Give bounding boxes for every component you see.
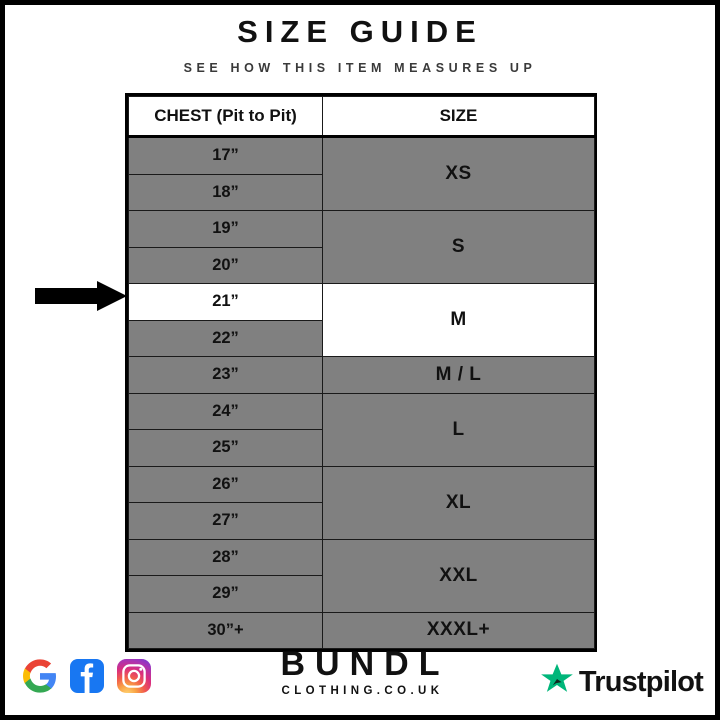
instagram-icon[interactable]: [117, 659, 151, 698]
size-cell: L: [322, 392, 595, 467]
size-table: CHEST (Pit to Pit) SIZE 17” XS 18” 19” S: [128, 96, 595, 649]
table-row: 23” M / L: [128, 356, 595, 394]
size-cell: XXXL+: [322, 611, 595, 649]
measurement-cell: 28”: [128, 538, 323, 576]
table-row: 18”: [128, 173, 595, 211]
table-row-highlighted: 21” M: [128, 283, 595, 357]
table-row: 26” XL: [128, 465, 595, 540]
measurement-cell: 20”: [128, 246, 323, 284]
size-cell: S: [322, 210, 595, 284]
table-header-row: CHEST (Pit to Pit) SIZE: [128, 96, 595, 138]
right-arrow-icon: [35, 281, 127, 311]
table-row: 19” S: [128, 210, 595, 284]
column-header-size: SIZE: [322, 96, 595, 138]
page-subtitle: SEE HOW THIS ITEM MEASURES UP: [183, 61, 537, 75]
table-row: 27”: [128, 502, 595, 540]
size-cell: XL: [322, 465, 595, 540]
size-cell: XS: [322, 136, 595, 211]
measurement-cell: 30”+: [128, 611, 323, 649]
facebook-icon[interactable]: [70, 659, 104, 698]
measurement-cell: 29”: [128, 575, 323, 613]
google-icon[interactable]: [23, 659, 57, 698]
measurement-cell: 22”: [128, 319, 323, 357]
table-row: 28” XXL: [128, 538, 595, 613]
measurement-cell: 18”: [128, 173, 323, 211]
trustpilot-wordmark: Trustpilot: [578, 665, 704, 698]
table-row: 24” L: [128, 392, 595, 467]
measurement-cell: 23”: [128, 356, 323, 394]
measurement-cell: 26”: [128, 465, 323, 503]
table-row: 25”: [128, 429, 595, 467]
column-header-chest: CHEST (Pit to Pit): [128, 96, 323, 138]
measurement-cell: 19”: [128, 210, 323, 248]
size-cell: M / L: [322, 356, 595, 394]
size-table-container: CHEST (Pit to Pit) SIZE 17” XS 18” 19” S: [125, 93, 597, 652]
table-header: CHEST (Pit to Pit) SIZE: [128, 96, 595, 138]
measurement-cell: 25”: [128, 429, 323, 467]
size-cell: XXL: [322, 538, 595, 613]
table-row: 17” XS: [128, 136, 595, 211]
brand-logo: BUNDL CLOTHING.CO.UK: [5, 645, 715, 698]
measurement-cell: 17”: [128, 136, 323, 175]
table-body: 17” XS 18” 19” S 20” 21” M: [128, 136, 595, 649]
header: SIZE GUIDE SEE HOW THIS ITEM MEASURES UP: [5, 13, 715, 76]
footer: BUNDL CLOTHING.CO.UK: [5, 645, 715, 715]
social-icons: [23, 659, 151, 698]
brand-name: BUNDL: [280, 645, 450, 683]
table-row: 20”: [128, 246, 595, 284]
size-cell-highlighted: M: [322, 283, 595, 357]
measurement-cell: 24”: [128, 392, 323, 430]
trustpilot-logo[interactable]: Trustpilot: [540, 662, 704, 701]
table-row: 29”: [128, 575, 595, 613]
table-row: 30”+ XXXL+: [128, 611, 595, 649]
page-title: SIZE GUIDE: [237, 14, 483, 49]
trustpilot-star-icon: [540, 662, 574, 701]
measurement-cell: 27”: [128, 502, 323, 540]
measurement-cell-highlighted: 21”: [128, 283, 323, 321]
brand-domain: CLOTHING.CO.UK: [281, 685, 444, 697]
